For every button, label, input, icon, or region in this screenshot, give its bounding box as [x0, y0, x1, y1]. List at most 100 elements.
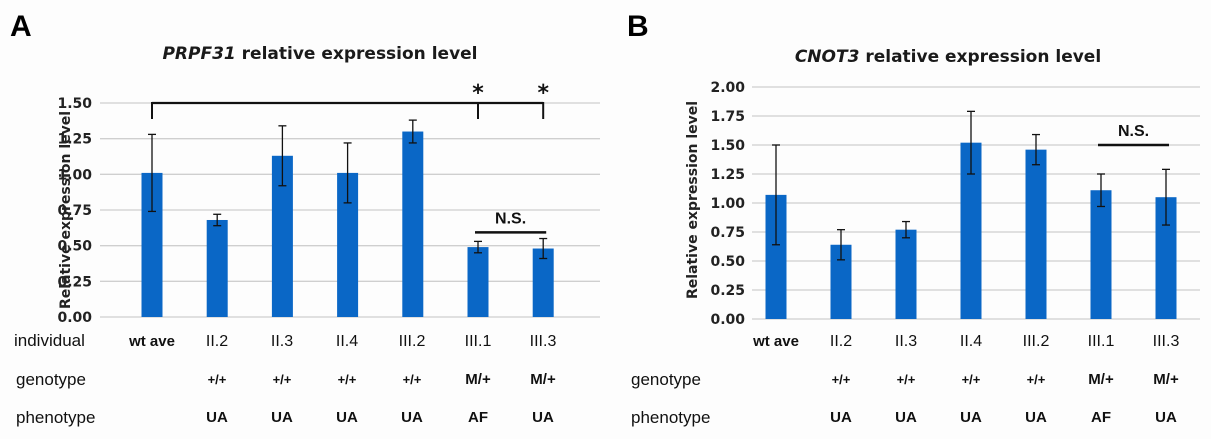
x-tick-label-individual: III.2 [399, 333, 426, 350]
panel-b-y-ticks: 0.00 0.25 0.50 0.75 1.00 1.25 1.50 1.75 2.00 [710, 80, 745, 328]
y-tick-label: 1.25 [57, 132, 92, 148]
bar-wt ave [141, 172, 163, 317]
y-tick-label: 1.25 [710, 167, 745, 183]
genotype-cell: M/+ [530, 371, 556, 388]
panel-a-y-ticks: 0.00 0.25 0.50 0.75 1.00 1.25 1.50 [57, 96, 92, 326]
bar-III.1 [467, 247, 489, 317]
x-tick-label-individual: II.3 [895, 333, 917, 350]
panel-a-bars [141, 131, 554, 317]
bar-II.4 [960, 142, 982, 319]
genotype-cell: +/+ [1027, 372, 1046, 387]
panel-a-table-cells: wt ave II.2 II.3 II.4 III.2 III.1 III.3 +/+ +/+ +… [128, 333, 556, 426]
genotype-cell: M/+ [1088, 371, 1114, 388]
phenotype-cell: UA [401, 409, 423, 426]
phenotype-cell: UA [336, 409, 358, 426]
bar-II.3 [895, 229, 917, 319]
genotype-cell: +/+ [338, 372, 357, 387]
panel-a-row-label-phenotype: phenotype [16, 408, 95, 427]
panel-a-error-bars [148, 119, 548, 260]
bar-wt ave [765, 194, 787, 319]
panel-b-title-rest: relative expression level [859, 47, 1101, 67]
genotype-cell: +/+ [403, 372, 422, 387]
panel-a-title: PRPF31 relative expression level [162, 44, 477, 64]
bar-II.3 [271, 155, 293, 317]
y-tick-label: 0.00 [710, 312, 745, 328]
phenotype-cell: UA [206, 409, 228, 426]
genotype-cell: +/+ [208, 372, 227, 387]
genotype-cell: +/+ [897, 372, 916, 387]
y-tick-label: 1.00 [710, 196, 745, 212]
bar-III.3 [1155, 197, 1177, 319]
genotype-cell: M/+ [1153, 371, 1179, 388]
x-tick-label-individual: II.2 [206, 333, 228, 350]
y-tick-label: 0.50 [57, 239, 92, 255]
y-tick-label: 2.00 [710, 80, 745, 96]
phenotype-cell: UA [830, 409, 852, 426]
x-tick-label-individual: III.3 [530, 333, 557, 350]
x-tick-label-individual: II.4 [336, 333, 358, 350]
y-tick-label: 0.25 [57, 274, 92, 290]
ns-label: N.S. [1118, 123, 1149, 140]
bar-III.1 [1090, 190, 1112, 319]
bar-III.2 [1025, 149, 1047, 319]
x-tick-label-individual: III.2 [1023, 333, 1050, 350]
x-tick-label-individual: III.3 [1153, 333, 1180, 350]
bar-II.2 [830, 244, 852, 319]
panel-b-bars [765, 142, 1177, 319]
bar-II.4 [337, 172, 359, 317]
phenotype-cell: UA [271, 409, 293, 426]
bar-III.2 [402, 131, 424, 317]
bar-III.3 [532, 248, 554, 317]
genotype-cell: +/+ [273, 372, 292, 387]
x-tick-label-individual: wt ave [128, 333, 175, 350]
genotype-cell: +/+ [962, 372, 981, 387]
x-tick-label-individual: wt ave [752, 333, 799, 350]
x-tick-label-individual: II.2 [830, 333, 852, 350]
panel-b-title-gene: CNOT3 [795, 47, 860, 67]
panel-a-letter: A [10, 10, 32, 43]
genotype-cell: +/+ [832, 372, 851, 387]
panel-b-table: genotype phenotype wt ave II.2 II.3 II.4 III… [631, 333, 1179, 427]
phenotype-cell: AF [1091, 409, 1111, 426]
panel-a-title-gene: PRPF31 [162, 44, 235, 64]
bar-II.2 [206, 219, 228, 317]
phenotype-cell: UA [532, 409, 554, 426]
y-tick-label: 1.50 [710, 138, 745, 154]
x-tick-label-individual: II.4 [960, 333, 982, 350]
y-tick-label: 1.50 [57, 96, 92, 112]
significance-star: * [537, 81, 549, 106]
panel-b-error-bars [772, 110, 1170, 261]
y-tick-label: 0.75 [57, 203, 92, 219]
ns-label: N.S. [495, 210, 526, 227]
panel-b-y-axis-label: Relative expression level [685, 101, 701, 299]
panel-b-letter: B [627, 10, 649, 43]
phenotype-cell: UA [1025, 409, 1047, 426]
panel-a-row-label-individual: individual [14, 331, 85, 350]
y-tick-label: 0.75 [710, 225, 745, 241]
y-tick-label: 0.50 [710, 254, 745, 270]
panel-b-significance: N.S. [1098, 123, 1169, 147]
panel-a-significance: * * N.S. [151, 81, 549, 234]
phenotype-cell: UA [960, 409, 982, 426]
phenotype-cell: UA [895, 409, 917, 426]
significance-star: * [472, 81, 484, 106]
panel-b: B CNOT3 relative expression level Relati… [627, 10, 1200, 328]
panel-a-row-label-genotype: genotype [16, 370, 86, 389]
panel-b-row-label-phenotype: phenotype [631, 408, 710, 427]
y-tick-label: 1.00 [57, 167, 92, 183]
x-tick-label-individual: II.3 [271, 333, 293, 350]
panel-b-table-cells: wt ave II.2 II.3 II.4 III.2 III.1 III.3 +/+ +/+ +… [752, 333, 1179, 426]
panel-a-table: individual genotype phenotype wt ave II.2… [14, 331, 556, 427]
y-tick-label: 0.00 [57, 310, 92, 326]
genotype-cell: M/+ [465, 371, 491, 388]
phenotype-cell: AF [468, 409, 488, 426]
x-tick-label-individual: III.1 [1088, 333, 1115, 350]
y-tick-label: 1.75 [710, 109, 745, 125]
panel-a: A PRPF31 relative expression level Relat… [10, 10, 600, 326]
panel-b-row-label-genotype: genotype [631, 370, 701, 389]
y-tick-label: 0.25 [710, 283, 745, 299]
panel-b-title: CNOT3 relative expression level [795, 47, 1101, 67]
panel-a-title-rest: relative expression level [236, 44, 478, 64]
phenotype-cell: UA [1155, 409, 1177, 426]
